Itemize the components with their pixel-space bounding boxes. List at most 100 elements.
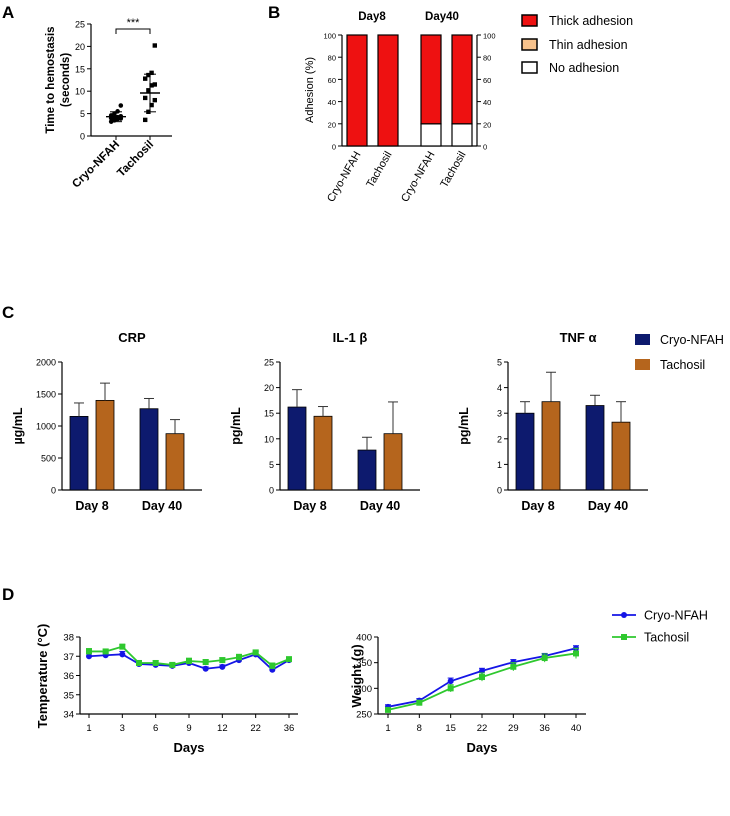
data-point-cryo-nfah [118, 103, 124, 108]
y-tick-label: 2000 [36, 358, 56, 368]
x-tick-label: 3 [120, 723, 125, 734]
data-point-tachosil [119, 643, 126, 650]
y-tick-label: 36 [63, 671, 74, 682]
data-point-tachosil [143, 76, 148, 81]
y-tick-label: 10 [264, 434, 274, 444]
y-tick-label: 250 [356, 710, 372, 721]
data-point-tachosil [479, 674, 485, 681]
y-tick-label: 40 [328, 98, 336, 107]
x-tick-label: Day 8 [75, 499, 108, 513]
y-tick-label: 60 [328, 76, 336, 85]
y-tick-label: 350 [356, 658, 372, 669]
y-tick-label: 34 [63, 710, 74, 721]
significance-label: *** [127, 17, 141, 29]
y-tick-label: 1500 [36, 390, 56, 400]
data-point-tachosil [202, 659, 209, 666]
y-tick-label: 5 [80, 109, 85, 119]
y-tick-label: 25 [264, 358, 274, 368]
y-tick-label: 0 [51, 486, 56, 496]
legend-label: Thin adhesion [549, 38, 628, 52]
data-point-tachosil [573, 650, 579, 657]
y-tick-label: 400 [356, 633, 372, 644]
data-point-tachosil [447, 685, 454, 692]
y-axis-label: (seconds) [60, 53, 72, 107]
panel-c-crp-chart: 0 500 1000 1500 2000 CRP µg/mL Day 8 Day 40 [11, 330, 202, 513]
y-tick-label: 0 [80, 132, 85, 142]
data-point-tachosil [136, 659, 142, 666]
data-point-tachosil [152, 82, 157, 87]
x-tick-label: 1 [385, 723, 390, 734]
x-tick-label: 40 [571, 723, 582, 734]
x-tick-label: 1 [86, 723, 91, 734]
y-axis-label: Weight (g) [349, 644, 364, 707]
y-tick-label: 25 [75, 20, 85, 30]
data-point-cryo-nfah [202, 665, 209, 672]
panel-b-chart: 0 20 40 60 80 100 0 20 40 60 80 100 Adhesion (%) Day8… [304, 11, 633, 204]
panel-a-chart: 0 5 10 15 20 25 Time to hemostasis (seconds) Cry… [45, 17, 172, 190]
chart-title: CRP [118, 330, 146, 345]
x-tick-label: Day 8 [293, 499, 326, 513]
x-tick-label: Day 40 [588, 499, 628, 513]
data-point-cryo-nfah [510, 659, 517, 666]
panel-c-tnfa-chart: 0 1 2 3 4 5 TNF α pg/mL Day 8 Day 40 [457, 330, 648, 513]
data-point-cryo-nfah [119, 651, 126, 658]
y-tick-label: 5 [269, 460, 274, 470]
y-tick-label: 0 [483, 143, 487, 152]
x-tick-label: 9 [186, 723, 191, 734]
day-label: Day8 [358, 11, 386, 23]
y-tick-label: 1 [497, 460, 502, 470]
x-tick-label: 12 [217, 723, 228, 734]
y-tick-label: 38 [63, 633, 74, 644]
x-tick-label: Tachosil [115, 139, 156, 180]
bar-thick-adhesion [377, 34, 399, 147]
y-axis-label: pg/mL [457, 407, 471, 445]
x-axis-label: Days [173, 740, 204, 755]
legend-swatch-no-adhesion [521, 61, 538, 74]
legend-swatch-thick-adhesion [521, 14, 538, 27]
panel-label-d: D [2, 585, 14, 604]
x-tick-label: 36 [284, 723, 295, 734]
data-point-tachosil [269, 662, 276, 669]
bar-tachosil [313, 415, 333, 491]
chart-title: IL-1 β [333, 330, 368, 345]
data-point-cryo-nfah [219, 663, 226, 670]
y-tick-label: 0 [332, 143, 336, 152]
bar-no-adhesion [420, 123, 442, 147]
legend-label: Tachosil [660, 358, 705, 372]
data-point-tachosil [149, 70, 154, 76]
bar-cryo-nfah [585, 405, 605, 491]
bar-thick-adhesion [420, 34, 442, 125]
x-tick-label: 22 [250, 723, 261, 734]
bar-thick-adhesion [451, 34, 473, 125]
data-point-cryo-nfah [479, 667, 485, 674]
bar-cryo-nfah [69, 415, 89, 491]
x-tick-label: 6 [153, 723, 158, 734]
bar-tachosil [95, 399, 115, 491]
y-tick-label: 100 [323, 32, 336, 41]
panel-d-legend: Cryo-NFAH Tachosil [612, 609, 708, 645]
y-tick-label: 10 [75, 87, 85, 97]
bar-tachosil [611, 421, 631, 491]
x-tick-label: 29 [508, 723, 519, 734]
data-point-tachosil [152, 659, 159, 666]
data-point-cryo-nfah [621, 612, 627, 618]
x-tick-label: Day 40 [142, 499, 182, 513]
bar-tachosil [165, 433, 185, 491]
data-point-tachosil [252, 649, 259, 656]
legend-label: Thick adhesion [549, 14, 633, 28]
y-tick-label: 60 [483, 76, 491, 85]
y-tick-label: 3 [497, 409, 502, 419]
x-tick-label: 8 [417, 723, 422, 734]
panel-d-weight-chart: 250 300 350 400 Days Weight (g) 1 8 15 22 29 36 40 [349, 633, 586, 755]
data-point-tachosil [385, 706, 391, 713]
y-tick-label: 15 [264, 409, 274, 419]
data-point-tachosil [186, 658, 192, 665]
legend-swatch-cryo-nfah [635, 334, 650, 345]
x-tick-label: Day 40 [360, 499, 400, 513]
x-tick-label: Cryo-NFAH [399, 149, 438, 204]
data-point-tachosil [146, 72, 151, 78]
significance-bracket [115, 28, 151, 34]
data-point-tachosil [86, 648, 92, 655]
y-tick-label: 40 [483, 98, 491, 107]
